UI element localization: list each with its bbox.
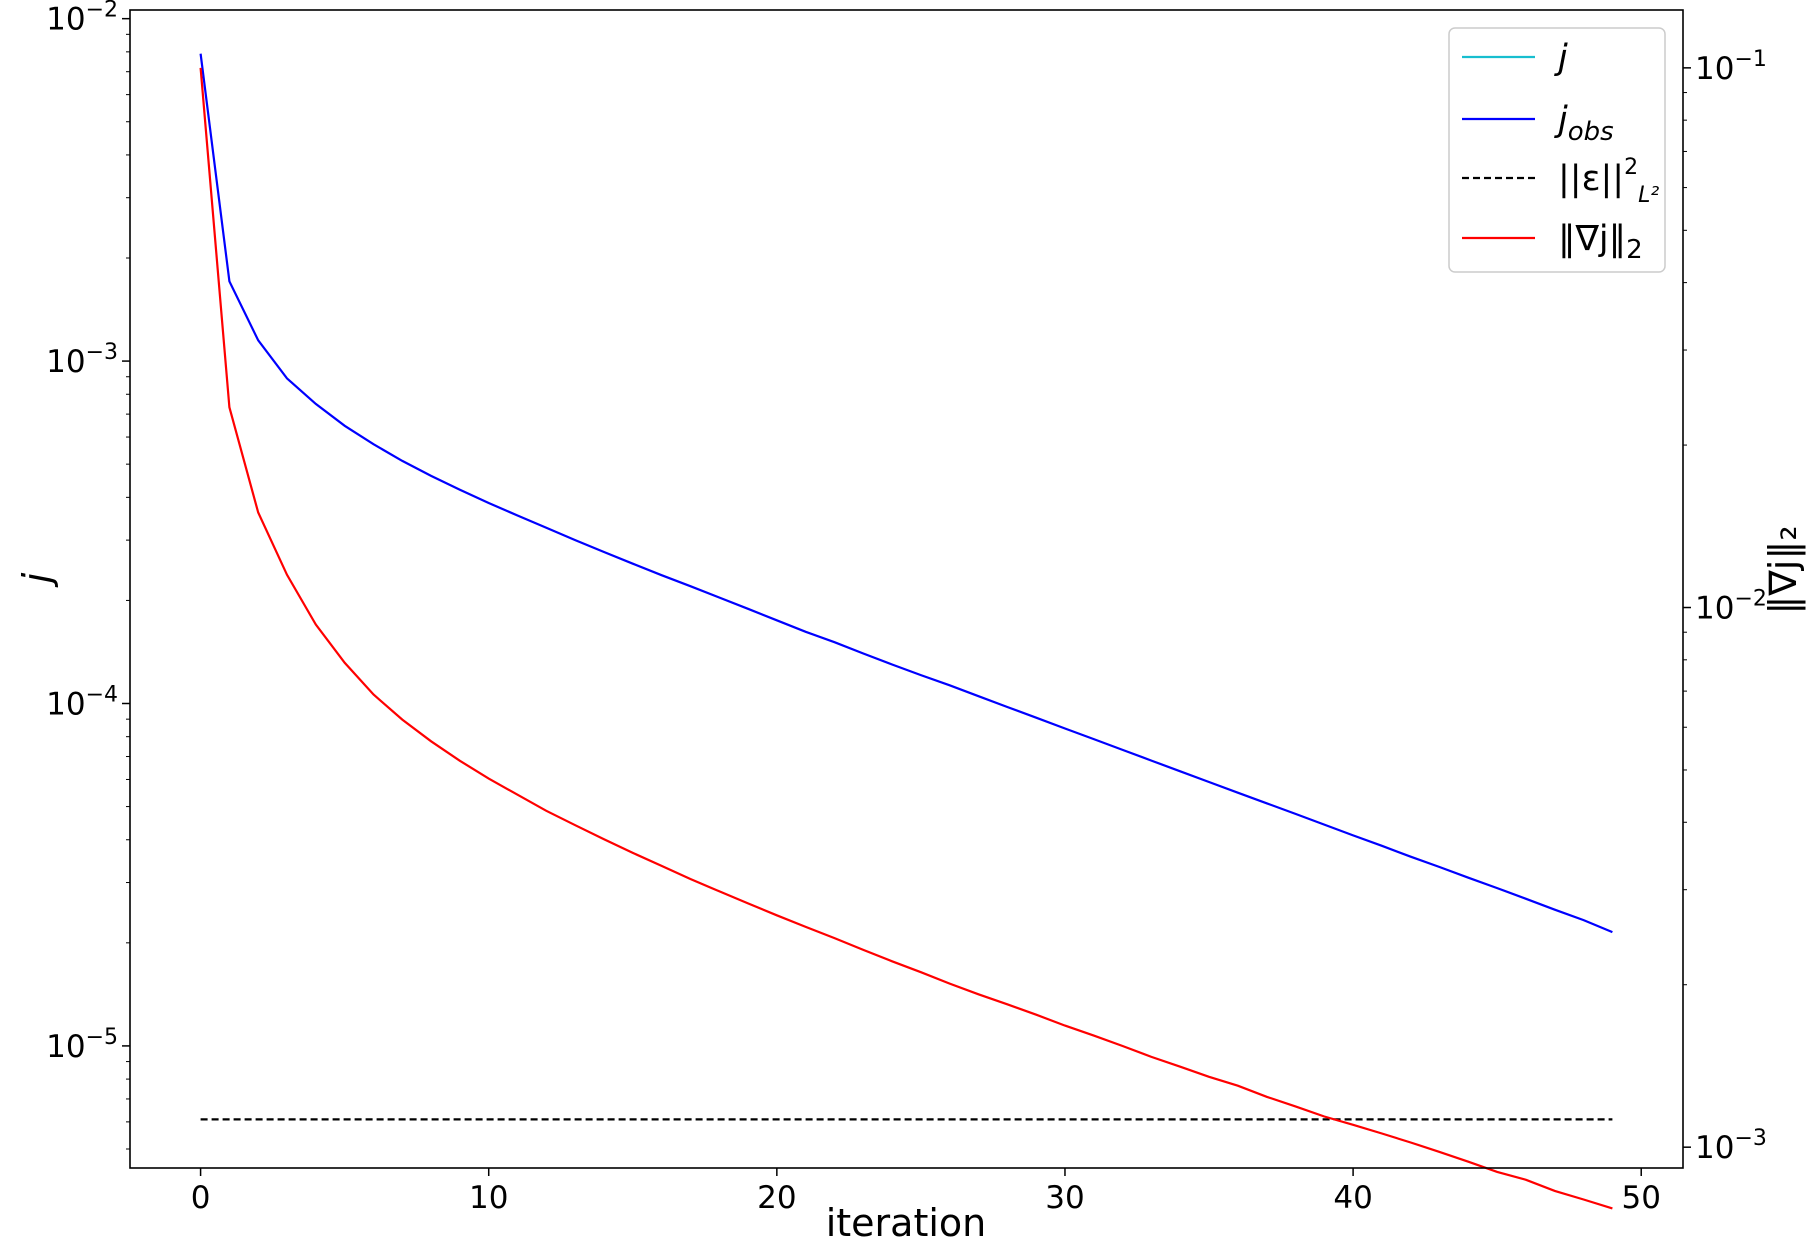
left-tick-label: 10−4 <box>46 682 118 722</box>
right-axis-ticks: 10−1 10−2 10−3 <box>1683 47 1767 1166</box>
x-tick-label: 30 <box>1045 1180 1084 1216</box>
left-tick-label: 10−3 <box>46 340 118 380</box>
legend-box <box>1448 27 1666 273</box>
left-axis-ticks: 10−2 10−3 10−4 10−5 <box>46 0 130 1150</box>
x-axis-ticks: 0 10 20 30 40 50 <box>191 1168 1661 1216</box>
legend-label: ‖∇j‖2 <box>1558 219 1643 265</box>
right-tick-label: 10−2 <box>1695 587 1767 627</box>
x-tick-label: 0 <box>191 1180 211 1216</box>
legend-label: jobs <box>1554 100 1614 147</box>
legend: j jobs ||ε||2L² ‖∇j‖2 <box>1448 27 1666 273</box>
x-tick-label: 10 <box>469 1180 508 1216</box>
left-tick-label: 10−2 <box>46 0 118 38</box>
x-axis-title: iteration <box>826 1201 987 1245</box>
plot-frame <box>129 9 1684 1169</box>
right-axis-title: ‖∇j‖₂ <box>1761 525 1806 614</box>
plot-lines <box>199 53 1613 1210</box>
left-tick-label: 10−5 <box>46 1025 118 1065</box>
right-tick-label: 10−1 <box>1695 47 1767 87</box>
x-tick-label: 40 <box>1333 1180 1372 1216</box>
series-line-2 <box>199 67 1613 1210</box>
series-line-0 <box>199 53 1613 934</box>
x-tick-label: 50 <box>1621 1180 1660 1216</box>
right-tick-label: 10−3 <box>1695 1126 1767 1166</box>
legend-label: ||ε||2L² <box>1558 155 1659 208</box>
legend-entries: j jobs ||ε||2L² ‖∇j‖2 <box>1462 38 1659 265</box>
legend-label: j <box>1554 38 1568 78</box>
x-tick-label: 20 <box>757 1180 796 1216</box>
